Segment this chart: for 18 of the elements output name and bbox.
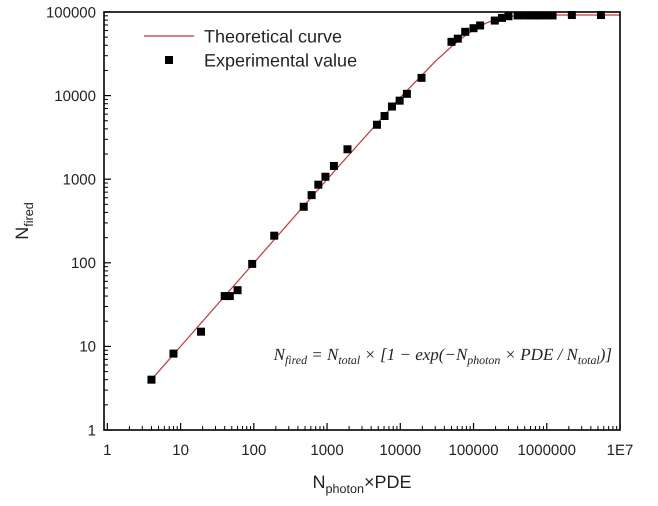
x-tick-label: 1E7 [606,442,634,459]
x-tick-label: 100 [241,442,266,459]
x-tick-label: 10 [172,442,189,459]
legend-label: Theoretical curve [204,26,342,46]
x-tick-label: 1000 [310,442,344,459]
legend-label: Experimental value [204,50,358,70]
x-tick-label: 10000 [379,442,422,459]
y-tick-label: 100000 [46,4,96,22]
y-tick-label: 100 [70,255,96,272]
y-tick-label: 1 [88,422,96,440]
y-tick-label: 10000 [54,88,96,105]
x-tick-label: 1 [103,442,112,459]
y-tick-label: 10 [79,338,96,356]
y-tick-label: 1000 [62,171,96,188]
x-tick-label: 100000 [448,442,499,459]
x-axis-title: N$_{photon}$×PDE [312,472,412,496]
x-tick-label: 1000000 [518,442,576,459]
text: N$_{fired}$ = N$_{total}$ × [1 − exp(−N$_{photon}$ × PDE / N$_{total}$)] [274,345,612,368]
